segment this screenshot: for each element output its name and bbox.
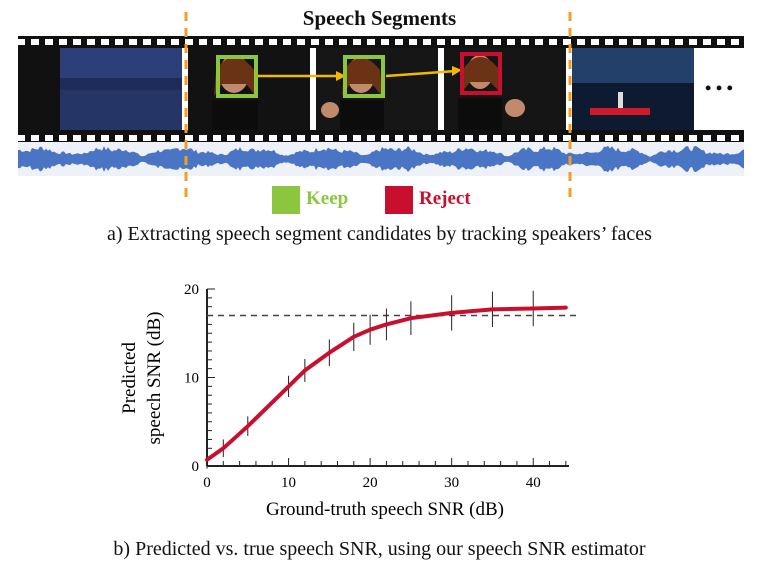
y-tick-label: 0 [192,459,200,475]
x-tick-label: 40 [526,475,541,491]
tracking-arrow-head [452,66,462,76]
face-box-keep [343,55,385,98]
face-box-reject [460,52,502,95]
sprocket-row-top [18,36,744,48]
legend-keep-label: Keep [306,188,349,209]
frame-separator [566,48,572,130]
caption-a: a) Extracting speech segment candidates … [107,223,652,245]
frame-speaker-3 [444,48,566,130]
face-box-keep [216,55,258,98]
tracking-arrow-head [336,71,346,81]
frame-separator [182,48,188,130]
frame-speaker-2 [316,48,438,130]
x-axis-label: Ground-truth speech SNR (dB) [266,499,504,520]
audio-waveform [18,145,744,173]
tick-labels: 0 10 20 30 40 0 10 20 [184,282,541,491]
x-tick-label: 0 [203,475,211,491]
x-tick-label: 20 [363,475,378,491]
sprocket-row-bottom [18,130,744,142]
series-line [205,305,568,462]
x-tick-label: 10 [281,475,296,491]
ellipsis: • • • [705,78,733,98]
frame-separator [310,48,316,130]
figure-title: Speech Segments [302,6,457,30]
chart-axes [206,288,569,467]
caption-b: b) Predicted vs. true speech SNR, using … [113,538,646,560]
legend-keep-swatch [272,186,300,214]
y-tick-label: 10 [184,371,199,387]
frame-stage [572,48,694,130]
frame-speaker-1 [188,48,310,130]
frame-separator [438,48,444,130]
legend-reject-swatch [385,186,413,214]
frame-audience [60,48,182,130]
y-axis-label-line2: speech SNR (dB) [144,312,165,445]
error-bars [206,290,534,469]
legend-reject-label: Reject [419,188,471,209]
film-strip-diagram: • • • [18,12,744,200]
y-axis-label-line1: Predicted [119,342,140,414]
x-tick-label: 30 [444,475,459,491]
tracking-arrow [385,69,457,78]
y-tick-label: 20 [184,282,199,298]
